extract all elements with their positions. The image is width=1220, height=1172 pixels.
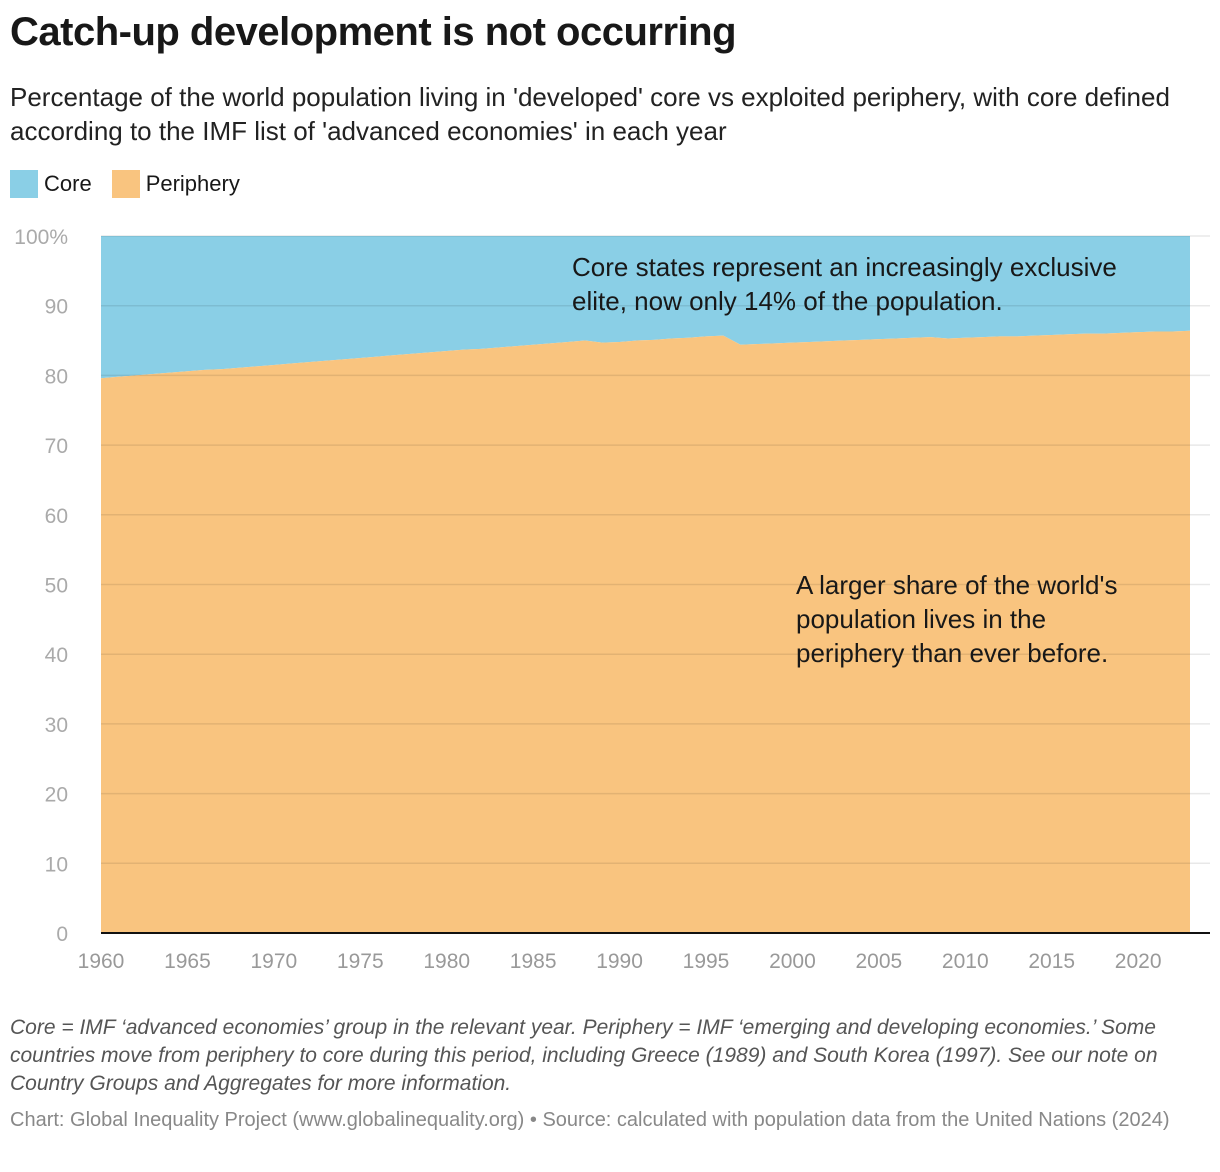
legend: Core Periphery: [10, 170, 240, 198]
footnote: Core = IMF ‘advanced economies’ group in…: [10, 1016, 1158, 1095]
y-tick-label: 20: [45, 784, 68, 807]
legend-swatch-core: [10, 170, 38, 198]
y-tick-label: 60: [45, 505, 68, 528]
x-tick-label: 2020: [1115, 950, 1162, 973]
legend-label-core: Core: [44, 171, 92, 196]
area-core: [101, 236, 1190, 379]
x-tick-label: 1980: [423, 950, 470, 973]
x-tick-label: 1995: [683, 950, 730, 973]
x-tick-label: 1960: [78, 950, 125, 973]
y-tick-label: 40: [45, 644, 68, 667]
y-tick-label: 70: [45, 435, 68, 458]
x-tick-label: 1985: [510, 950, 557, 973]
plot-area: 0 10 20 30 40 50 60 70 80 90 100% 1960 1965 1970 1975 1…: [14, 226, 1210, 973]
area-periphery: [101, 330, 1190, 933]
x-tick-label: 1965: [164, 950, 211, 973]
x-tick-label: 2015: [1028, 950, 1075, 973]
legend-item-periphery: Periphery: [111, 170, 240, 198]
x-tick-label: 2000: [769, 950, 816, 973]
legend-item-core: Core: [10, 170, 92, 198]
annotation-core: Core states represent an increasingly ex…: [572, 252, 1117, 316]
y-tick-label: 10: [45, 853, 68, 876]
x-tick-label: 1970: [250, 950, 297, 973]
x-tick-label: 2005: [855, 950, 902, 973]
y-tick-label: 0: [56, 923, 68, 946]
chart-title: Catch-up development is not occurring: [10, 10, 737, 54]
y-tick-label: 80: [45, 365, 68, 388]
x-tick-label: 1990: [596, 950, 643, 973]
annotation-periphery: A larger share of the world's population…: [796, 570, 1118, 668]
y-tick-label: 90: [45, 296, 68, 319]
y-tick-label: 50: [45, 575, 68, 598]
y-tick-label: 30: [45, 714, 68, 737]
y-tick-label: 100%: [14, 226, 68, 249]
source-credit: Chart: Global Inequality Project (www.gl…: [10, 1109, 1170, 1131]
x-tick-label: 2010: [942, 950, 989, 973]
chart-subtitle: Percentage of the world population livin…: [10, 82, 1170, 146]
legend-label-periphery: Periphery: [145, 171, 240, 196]
x-tick-label: 1975: [337, 950, 384, 973]
legend-swatch-periphery: [111, 170, 140, 198]
